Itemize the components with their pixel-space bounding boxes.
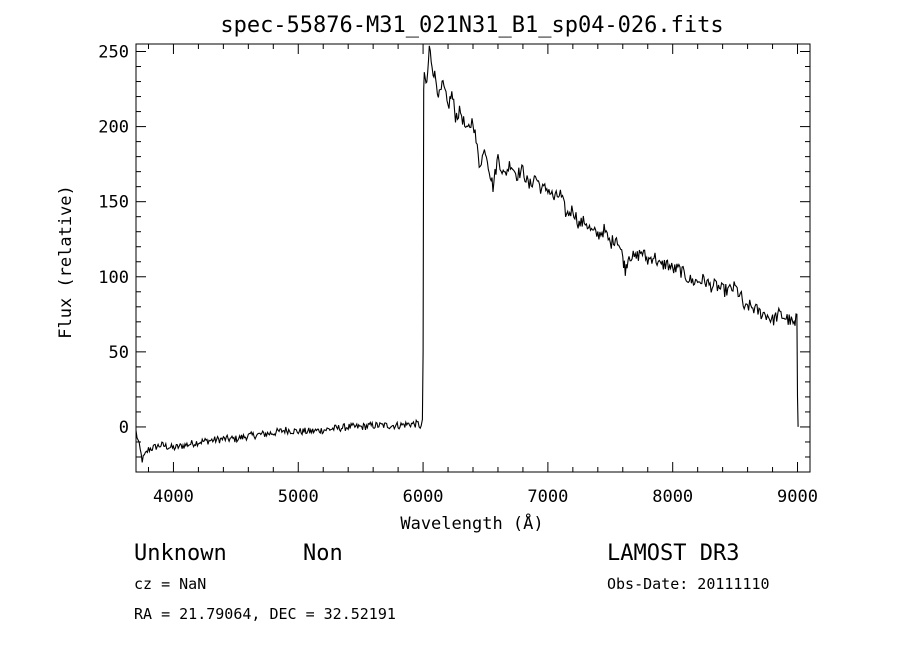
x-tick-label: 8000 — [652, 487, 693, 507]
x-tick-label: 6000 — [403, 487, 444, 507]
axis-ticks: 4000 5000 6000 7000 8000 9000 0 50 100 150 200 250 — [98, 43, 818, 507]
chart-title: spec-55876-M31_021N31_B1_sp04-026.fits — [220, 13, 723, 38]
x-axis-label: Wavelength (Å) — [400, 512, 543, 534]
object-name: Unknown — [134, 541, 227, 566]
y-tick-label: 50 — [109, 343, 129, 363]
survey-name: LAMOST DR3 — [607, 541, 739, 566]
plot-area — [136, 45, 799, 463]
y-tick-label: 0 — [119, 418, 129, 438]
y-tick-label: 150 — [98, 193, 129, 213]
spectrum-line — [136, 45, 799, 463]
redshift-cz: cz = NaN — [134, 575, 206, 593]
y-tick-label: 200 — [98, 118, 129, 138]
object-class: Non — [303, 541, 343, 566]
x-tick-label: 4000 — [153, 487, 194, 507]
coordinates: RA = 21.79064, DEC = 32.52191 — [134, 605, 396, 623]
x-tick-label: 9000 — [777, 487, 818, 507]
y-tick-label: 250 — [98, 43, 129, 63]
y-tick-label: 100 — [98, 268, 129, 288]
observation-date: Obs-Date: 20111110 — [607, 575, 770, 593]
x-tick-label: 5000 — [278, 487, 319, 507]
x-tick-label: 7000 — [527, 487, 568, 507]
plot-frame — [135, 43, 811, 473]
y-axis-label: Flux (relative) — [56, 185, 76, 339]
